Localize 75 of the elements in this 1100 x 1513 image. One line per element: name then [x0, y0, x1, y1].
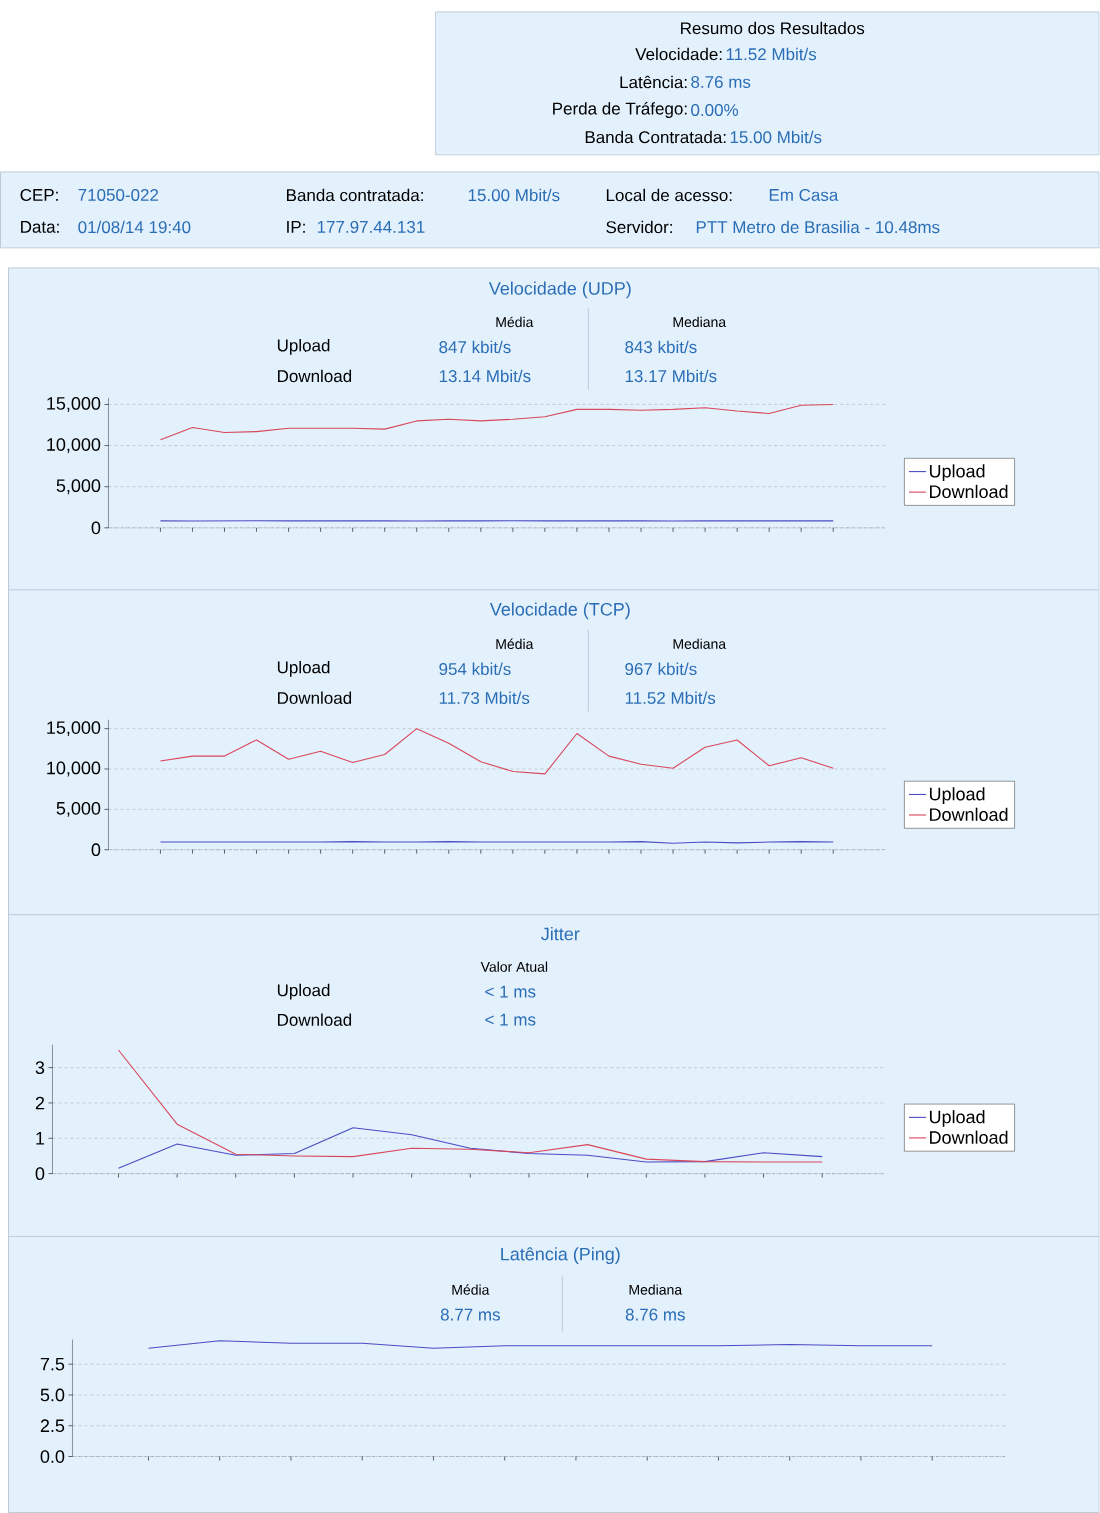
y-tick-label: 15,000	[47, 721, 101, 737]
text: Perda de Tráfego:	[553, 101, 687, 118]
text: 71050-022	[78, 188, 159, 201]
text: 15.00 Mbit/s	[469, 188, 560, 202]
legend-label: Download	[930, 1130, 1008, 1144]
text: 8.76 ms	[691, 75, 751, 89]
y-tick-label: 10,000	[47, 438, 101, 454]
text: Servidor:	[606, 220, 673, 234]
text: Download	[278, 691, 352, 705]
text: CEP:	[20, 188, 58, 201]
y-tick-label: 3	[35, 1061, 45, 1074]
text: 01/08/14 19:40	[78, 220, 191, 234]
y-tick-label: 5,000	[56, 801, 101, 817]
y-tick-label: 5.0	[40, 1388, 65, 1402]
y-tick-label: 15,000	[47, 397, 101, 412]
text: 967 kbit/s	[625, 662, 697, 676]
legend-label: Download	[930, 484, 1008, 499]
chart-title: Velocidade (UDP)	[489, 281, 631, 299]
text: Download	[278, 1013, 352, 1026]
text: 8.77 ms	[441, 1308, 501, 1321]
text: Média	[496, 638, 534, 650]
text: Média	[452, 1284, 490, 1295]
text: Data:	[21, 221, 59, 233]
text: Local de acesso:	[607, 188, 732, 202]
text: 13.14 Mbit/s	[440, 369, 531, 383]
chart-title: Velocidade (TCP)	[490, 602, 630, 620]
text: 843 kbit/s	[625, 340, 697, 354]
chart-title: Jitter	[541, 927, 580, 941]
text: Download	[278, 369, 352, 383]
text: 11.73 Mbit/s	[440, 691, 530, 705]
text: Mediana	[629, 1284, 683, 1295]
legend-label: Download	[930, 807, 1008, 821]
text: PTT Metro de Brasilia - 10.48ms	[697, 220, 940, 234]
text: Banda contratada:	[287, 188, 424, 202]
text: < 1 ms	[485, 985, 536, 998]
text: 177.97.44.131	[318, 220, 425, 233]
y-tick-label: 0	[91, 521, 101, 535]
text: 15.00 Mbit/s	[730, 130, 822, 144]
y-tick-label: 1	[36, 1132, 45, 1145]
text: 954 kbit/s	[439, 662, 511, 676]
text: 0.00%	[691, 103, 739, 116]
text: Em Casa	[770, 188, 839, 201]
legend-label: Upload	[930, 1110, 985, 1127]
text: IP:	[287, 221, 306, 233]
text: Banda Contratada:	[585, 130, 726, 144]
text: Mediana	[673, 638, 727, 649]
legend-label: Upload	[930, 787, 985, 804]
y-tick-label: 10,000	[47, 761, 101, 777]
text: Latência:	[620, 75, 687, 89]
y-tick-label: 0.0	[40, 1450, 65, 1463]
line-series	[118, 1049, 823, 1163]
text: Resumo dos Resultados	[681, 21, 865, 35]
y-tick-label: 5,000	[56, 479, 101, 495]
text: Mediana	[673, 316, 727, 328]
text: 847 kbit/s	[439, 340, 511, 354]
y-tick-label: 2.5	[41, 1419, 65, 1433]
y-tick-label: 0	[91, 843, 101, 857]
line-series	[118, 1127, 823, 1169]
y-tick-label: 7.5	[41, 1357, 65, 1371]
text: Upload	[278, 338, 330, 355]
text: Upload	[278, 660, 330, 677]
y-tick-label: 0	[35, 1167, 45, 1180]
legend-label: Upload	[930, 464, 985, 482]
text: 11.52 Mbit/s	[625, 691, 716, 705]
text: 8.76 ms	[625, 1308, 686, 1321]
text: Upload	[278, 983, 330, 1000]
text: < 1 ms	[485, 1013, 536, 1026]
y-tick-label: 2	[36, 1096, 45, 1110]
line-series	[160, 728, 834, 775]
text: Valor Atual	[480, 961, 548, 972]
text: 11.52 Mbit/s	[726, 47, 817, 61]
chart-title: Latência (Ping)	[501, 1247, 620, 1265]
text: 13.17 Mbit/s	[625, 369, 717, 383]
text: Velocidade:	[635, 47, 722, 61]
text: Média	[496, 316, 534, 328]
